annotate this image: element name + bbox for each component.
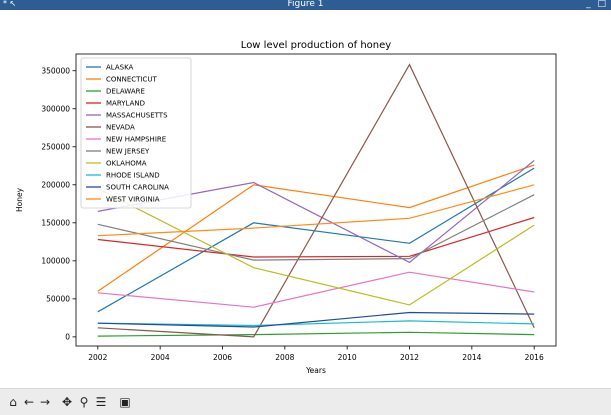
legend-label: NEVADA: [106, 124, 135, 132]
back-icon: ←: [23, 395, 35, 409]
subplots-icon: ☰: [95, 395, 107, 409]
series-line-delaware: [97, 331, 535, 337]
x-axis-label: Years: [305, 366, 326, 375]
y-tick-label: 0: [65, 333, 70, 342]
x-tick-label: 2016: [525, 353, 544, 362]
x-tick-label: 2012: [400, 353, 419, 362]
y-tick-label: 300000: [41, 104, 70, 113]
legend-label: MASSACHUSETTS: [106, 112, 168, 120]
legend-label: NEW JERSEY: [106, 148, 150, 156]
legend-label: ALASKA: [106, 64, 134, 72]
legend-label: NEW HAMPSHIRE: [106, 136, 166, 144]
home-button[interactable]: ⌂: [4, 392, 22, 412]
forward-icon: →: [39, 395, 51, 409]
pan-icon: ✥: [61, 395, 73, 409]
y-tick-label: 250000: [41, 142, 70, 151]
x-tick-label: 2008: [275, 353, 294, 362]
x-tick-label: 2004: [151, 353, 170, 362]
figure-canvas[interactable]: Low level production of honey 2002 2004 200…: [0, 10, 611, 388]
series-line-new-hampshire: [97, 271, 535, 308]
home-icon: ⌂: [9, 395, 17, 409]
subplots-button[interactable]: ☰: [92, 392, 110, 412]
series-line-oklahoma: [97, 188, 535, 306]
zoom-icon: ⚲: [79, 395, 89, 409]
series-line-new-jersey: [97, 194, 535, 261]
save-button[interactable]: ▣: [116, 392, 134, 412]
window-titlebar[interactable]: * ↖ Figure 1 _ □: [0, 0, 611, 10]
y-tick-label: 150000: [41, 219, 70, 228]
legend-label: RHODE ISLAND: [106, 172, 160, 180]
x-tick-label: 2002: [88, 353, 107, 362]
legend-label: SOUTH CAROLINA: [106, 184, 169, 192]
zoom-button[interactable]: ⚲: [75, 392, 93, 412]
window-controls[interactable]: _ □: [586, 0, 608, 9]
chart-title: Low level production of honey: [241, 40, 391, 51]
y-tick-label: 50000: [46, 295, 70, 304]
back-button[interactable]: ←: [20, 392, 38, 412]
legend-label: WEST VIRGINIA: [106, 196, 160, 204]
series-line-nevada: [97, 63, 535, 338]
pan-button[interactable]: ✥: [58, 392, 76, 412]
y-tick-label: 350000: [41, 66, 70, 75]
y-tick-label: 100000: [41, 257, 70, 266]
forward-button[interactable]: →: [36, 392, 54, 412]
series-line-rhode-island: [97, 320, 535, 327]
series-line-maryland: [97, 216, 535, 258]
series-line-connecticut: [97, 164, 535, 292]
save-icon: ▣: [119, 395, 131, 409]
window-title: Figure 1: [287, 0, 324, 9]
plot-frame: [75, 53, 557, 347]
navigation-toolbar: ⌂ ← → ✥ ⚲ ☰ ▣: [0, 388, 611, 415]
y-axis-label: Honey: [15, 187, 24, 212]
x-tick-label: 2010: [338, 353, 357, 362]
legend-label: OKLAHOMA: [106, 160, 147, 168]
legend-label: MARYLAND: [106, 100, 145, 108]
y-tick-label: 200000: [41, 180, 70, 189]
x-tick-label: 2006: [213, 353, 232, 362]
series-line-south-carolina: [97, 311, 535, 328]
legend-box: [80, 57, 192, 209]
x-tick-label: 2014: [462, 353, 481, 362]
legend-label: DELAWARE: [106, 88, 145, 96]
window-menu-icon[interactable]: * ↖: [3, 0, 17, 8]
line-chart: Low level production of honey 2002 2004 200…: [15, 40, 557, 375]
legend-label: CONNECTICUT: [106, 76, 158, 84]
series-line-alaska: [97, 167, 535, 313]
series-line-west-virginia: [97, 184, 535, 237]
